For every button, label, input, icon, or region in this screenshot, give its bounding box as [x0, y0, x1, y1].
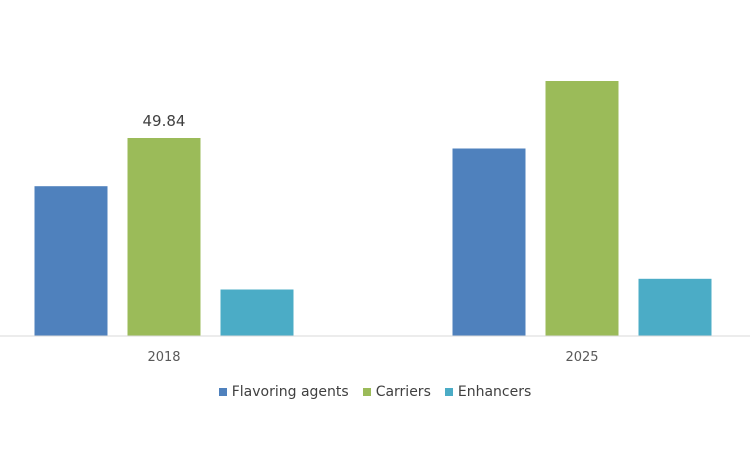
legend-label: Enhancers [457, 384, 532, 400]
legend-swatch [444, 388, 453, 396]
x-tick-labels: 2018 2025 [147, 350, 598, 365]
legend-label: Carriers [375, 384, 431, 400]
bar-flavoring-agents-2025 [452, 148, 526, 336]
x-tick-label: 2018 [147, 350, 180, 365]
legend-item-carriers: Carriers [362, 384, 431, 400]
legend-item-flavoring-agents: Flavoring agents [218, 384, 349, 400]
bar-enhancers-2025 [638, 278, 712, 336]
legend-swatch [218, 388, 227, 396]
bar-flavoring-agents-2018 [34, 186, 108, 336]
legend-swatch [362, 388, 371, 396]
legend-label: Flavoring agents [231, 384, 349, 400]
bar-carriers-2018 [127, 138, 201, 336]
bars-group [34, 81, 712, 336]
legend-item-enhancers: Enhancers [444, 384, 532, 400]
bar-carriers-2025 [545, 81, 619, 336]
x-tick-label: 2025 [565, 350, 598, 365]
legend: Flavoring agents Carriers Enhancers [0, 384, 750, 400]
data-label: 49.84 [143, 112, 186, 130]
data-labels: 49.84 [143, 112, 186, 130]
bar-enhancers-2018 [220, 289, 294, 336]
